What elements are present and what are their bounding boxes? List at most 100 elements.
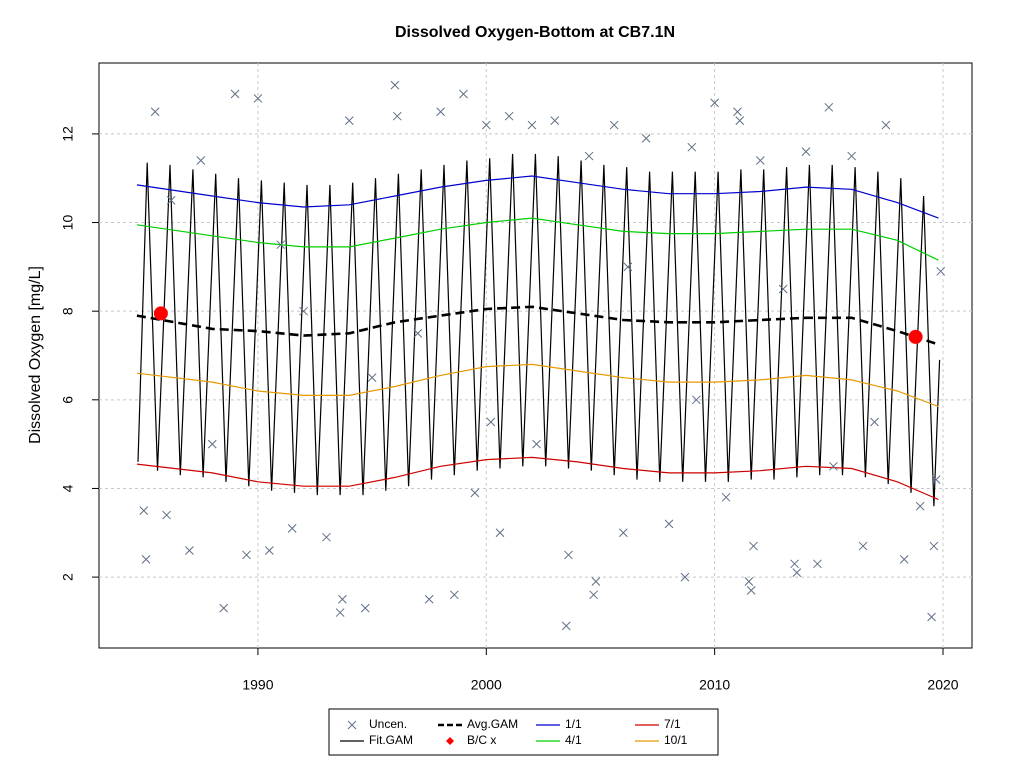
legend-label: 4/1	[565, 733, 582, 747]
legend-label: Uncen.	[369, 717, 407, 731]
plot-frame	[98, 62, 973, 649]
series-line	[136, 305, 939, 346]
y-tick-label: 12	[60, 126, 76, 142]
data-point	[253, 94, 263, 103]
data-point	[527, 120, 537, 130]
data-point	[360, 603, 370, 613]
data-point	[692, 395, 701, 405]
data-point	[322, 532, 331, 542]
x-tick-label: 1990	[242, 677, 273, 693]
data-point	[623, 262, 633, 272]
data-point	[680, 572, 690, 582]
data-point	[664, 519, 674, 529]
series-line	[136, 217, 939, 261]
data-point	[929, 541, 939, 551]
data-point	[609, 120, 619, 130]
data-point	[936, 266, 946, 276]
data-point	[618, 528, 628, 538]
data-point	[881, 120, 891, 130]
y-tick-label: 4	[60, 484, 76, 492]
data-point	[413, 328, 423, 338]
data-point	[470, 488, 480, 498]
data-point	[564, 550, 573, 560]
y-tick-label: 2	[60, 573, 76, 581]
data-point	[141, 555, 151, 564]
legend-label: B/C x	[467, 733, 496, 747]
data-point	[335, 608, 345, 617]
data-point	[392, 111, 402, 121]
data-point	[495, 528, 505, 538]
x-tick-label: 2000	[471, 677, 502, 693]
series-line	[137, 153, 941, 507]
data-point	[801, 147, 811, 156]
legend-symbol	[347, 720, 357, 730]
data-point	[504, 111, 514, 121]
data-point	[162, 510, 171, 520]
data-point	[449, 590, 459, 600]
series-line	[136, 175, 939, 219]
data-point	[481, 120, 491, 130]
data-point	[641, 133, 651, 143]
data-point	[390, 80, 400, 90]
data-point	[927, 612, 936, 622]
y-tick-label: 10	[60, 215, 76, 231]
data-point	[230, 89, 240, 99]
data-point	[790, 559, 799, 569]
legend-label: 7/1	[664, 717, 681, 731]
data-point	[150, 107, 160, 117]
legend-box	[328, 708, 719, 756]
series-line	[136, 456, 939, 501]
data-point	[591, 577, 601, 586]
data-point	[338, 594, 347, 604]
legend-label: Fit.GAM	[369, 733, 413, 747]
legend-label: 1/1	[565, 717, 582, 731]
data-point	[287, 523, 297, 533]
data-point	[710, 98, 719, 108]
data-point	[755, 156, 765, 165]
data-point	[778, 284, 788, 294]
legend-label: Avg.GAM	[467, 717, 518, 731]
data-point	[915, 501, 925, 511]
data-point	[792, 568, 802, 578]
data-point	[733, 107, 742, 117]
legend-label: 10/1	[664, 733, 688, 747]
data-point	[299, 306, 308, 316]
data-point	[185, 546, 194, 555]
data-point	[264, 546, 274, 555]
x-tick-label: 2010	[699, 677, 730, 693]
series-line	[136, 363, 939, 408]
data-point	[242, 550, 251, 560]
data-point	[207, 439, 217, 449]
data-point	[424, 594, 434, 604]
y-tick-label: 8	[60, 307, 76, 315]
data-point	[813, 559, 822, 569]
data-point	[166, 196, 176, 205]
y-tick-label: 6	[60, 396, 76, 404]
data-point	[749, 541, 758, 551]
data-point	[899, 555, 909, 564]
data-point	[870, 417, 879, 427]
data-point	[735, 116, 745, 125]
data-point	[153, 306, 168, 321]
data-point	[459, 89, 468, 99]
data-point	[139, 506, 149, 515]
data-point	[721, 492, 731, 502]
data-point	[196, 156, 206, 165]
y-axis-label: Dissolved Oxygen [mg/L]	[27, 266, 44, 444]
data-point	[367, 373, 377, 383]
data-point	[744, 577, 754, 586]
data-point	[436, 107, 445, 117]
data-point	[824, 102, 834, 112]
data-point	[532, 439, 541, 449]
data-point	[858, 541, 868, 551]
legend-symbol	[446, 737, 454, 745]
data-point	[931, 475, 941, 484]
data-point	[486, 417, 496, 427]
data-point	[561, 621, 571, 631]
x-tick-label: 2020	[927, 677, 958, 693]
data-point	[589, 590, 598, 600]
data-point	[687, 142, 697, 152]
data-point	[276, 240, 286, 250]
data-point	[219, 603, 229, 613]
